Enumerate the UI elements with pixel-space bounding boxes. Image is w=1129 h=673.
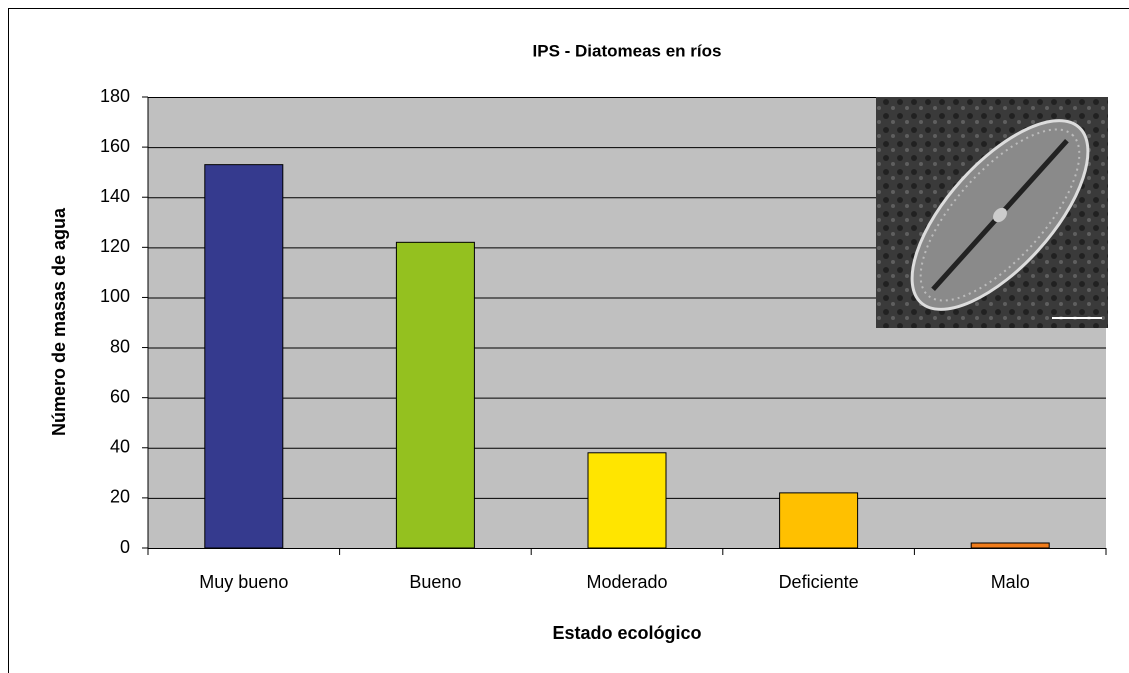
y-tick-label: 80 bbox=[110, 336, 130, 356]
y-tick-label: 160 bbox=[100, 136, 130, 156]
bar bbox=[780, 493, 858, 548]
bar bbox=[205, 165, 283, 548]
y-tick-label: 140 bbox=[100, 186, 130, 206]
x-tick-label: Muy bueno bbox=[199, 572, 288, 592]
y-axis-label: Número de masas de agua bbox=[49, 207, 69, 436]
bar bbox=[971, 543, 1049, 548]
y-tick-label: 100 bbox=[100, 286, 130, 306]
chart: IPS - Diatomeas en ríos Estado ecológico… bbox=[0, 0, 1129, 673]
y-tick-label: 60 bbox=[110, 386, 130, 406]
diatom-image bbox=[876, 93, 1118, 338]
x-axis-label: Estado ecológico bbox=[552, 623, 701, 643]
x-tick-label: Moderado bbox=[586, 572, 667, 592]
chart-title: IPS - Diatomeas en ríos bbox=[533, 41, 722, 60]
y-tick-label: 20 bbox=[110, 487, 130, 507]
y-tick-label: 0 bbox=[120, 537, 130, 557]
x-tick-label: Bueno bbox=[409, 572, 461, 592]
y-tick-label: 40 bbox=[110, 437, 130, 457]
x-tick-label: Malo bbox=[991, 572, 1030, 592]
bar bbox=[396, 242, 474, 548]
x-tick-label: Deficiente bbox=[779, 572, 859, 592]
y-tick-label: 120 bbox=[100, 236, 130, 256]
y-tick-label: 180 bbox=[100, 86, 130, 106]
bar bbox=[588, 453, 666, 548]
